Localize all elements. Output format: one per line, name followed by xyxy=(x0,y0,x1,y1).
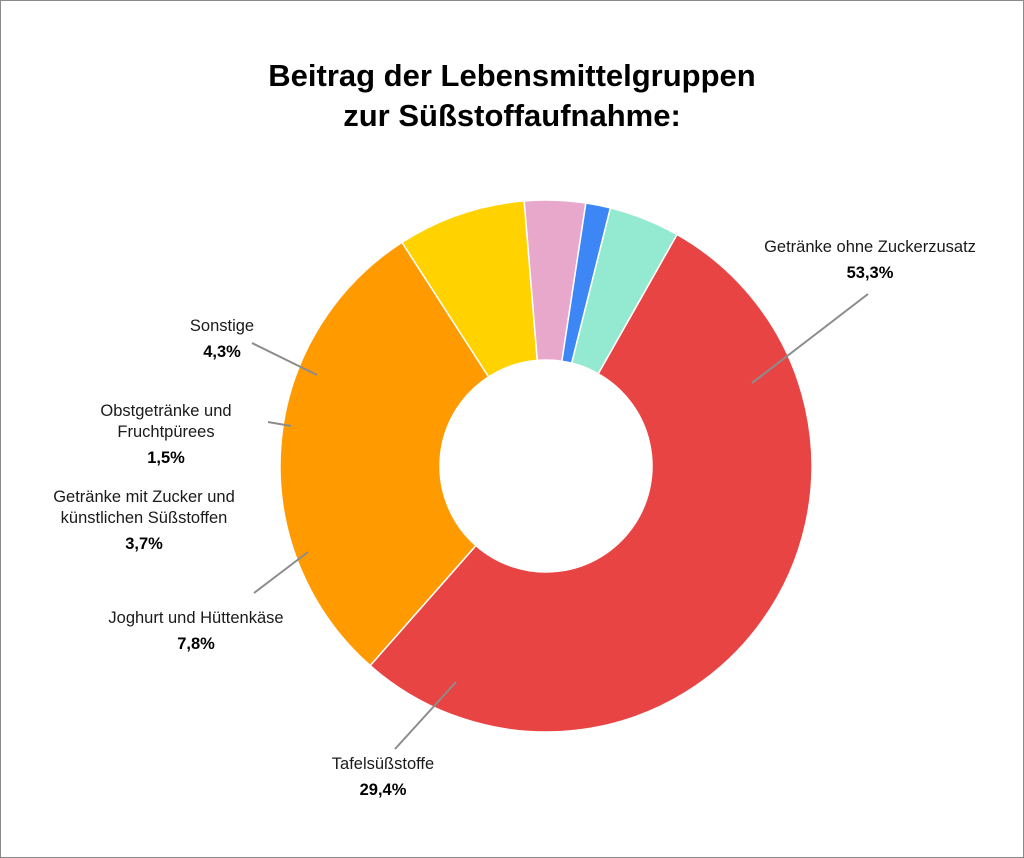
slice-value-label-2: 29,4% xyxy=(360,781,407,799)
leader-line-2 xyxy=(394,681,457,750)
donut-slice-6 xyxy=(570,207,679,375)
slice-value-label-4: 3,7% xyxy=(125,535,163,553)
slice-label-5-line-1: Obstgetränke und xyxy=(100,402,231,420)
chart-title-line-2: zur Süßstoffaufnahme: xyxy=(343,98,681,133)
donut-slice-1 xyxy=(369,233,813,733)
slice-label-1-line-1: Getränke ohne Zuckerzusatz xyxy=(764,238,976,256)
slice-label-4-line-1: Getränke mit Zucker und xyxy=(53,488,235,506)
leader-line-5 xyxy=(267,421,292,427)
slice-label-6-line-1: Sonstige xyxy=(190,317,254,335)
chart-title: Beitrag der Lebensmittelgruppen zur Süßs… xyxy=(0,56,1024,136)
leader-line-6 xyxy=(251,342,318,376)
leader-line-3 xyxy=(253,551,309,594)
slice-label-4-line-2: künstlichen Süßstoffen xyxy=(61,509,228,527)
slice-label-5-line-2: Fruchtpürees xyxy=(117,423,214,441)
slice-value-label-1: 53,3% xyxy=(847,264,894,282)
chart-title-line-1: Beitrag der Lebensmittelgruppen xyxy=(268,58,756,93)
slice-label-3-line-1: Joghurt und Hüttenkäse xyxy=(108,609,283,627)
slice-value-label-3: 7,8% xyxy=(177,635,215,653)
donut-slice-2 xyxy=(279,241,490,667)
slice-label-2-line-1: Tafelsüßstoffe xyxy=(332,755,434,773)
slice-value-label-5: 1,5% xyxy=(147,449,185,467)
slice-value-label-6: 4,3% xyxy=(203,343,241,361)
leader-line-1 xyxy=(751,293,869,384)
